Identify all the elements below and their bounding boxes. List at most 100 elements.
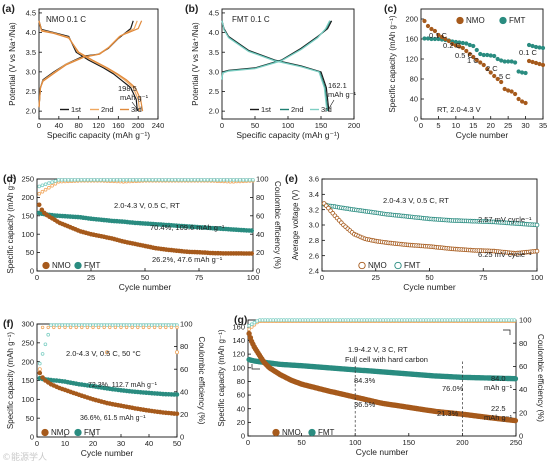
ce-point-fmt [82,323,87,327]
rate-label: 1 C [467,56,479,65]
ce-point-fmt [105,178,109,182]
ce-point-nmo [164,325,168,330]
charge-curve [38,20,143,108]
legend-label: 1st [71,105,82,114]
ce-point-fmt [150,323,154,327]
ce-point-fmt [49,323,53,327]
ce-point-fmt [218,178,223,182]
discharge-curve [221,20,329,112]
right-axis-arrow [503,329,511,335]
ce-point-fmt [134,178,139,182]
data-point-fmt [516,69,521,74]
legend-marker [272,428,280,437]
y-tick-label: 3.0 [209,67,219,76]
condition-note: 2.0-4.3 V, 0.5 C, RT [383,196,449,205]
fmt-slope-annotation: 2.57 mV cycle⁻¹ [478,215,532,224]
panel-label: (g) [234,314,247,326]
x-tick-label: 50 [173,439,181,448]
nmo-retention-annotation: 36.6%, 61.5 mAh g⁻¹ [80,415,146,422]
ce-point-fmt [155,323,160,327]
x-tick-label: 200 [348,121,361,130]
y-tick-label: 2.4 [309,267,319,276]
ce-point-fmt [144,323,149,327]
data-point-nmo [432,28,438,34]
ce-point-nmo [102,325,106,330]
y2-tick-label: 60 [256,211,264,220]
ce-point-fmt [95,178,100,182]
y-tick-label: 20 [237,418,245,427]
y-tick-label: 2.5 [209,87,219,96]
x-tick-label: 5 [436,121,440,130]
data-point-fmt [519,70,525,75]
x-tick-label: 80 [74,121,82,130]
ce-point-fmt [79,178,84,182]
data-point-nmo [39,207,45,213]
ce-point-fmt [186,178,191,182]
ce-point-fmt [241,178,246,182]
ce-point-nmo [105,350,110,355]
ce-point-fmt [238,178,242,182]
y-tick-label: 150 [21,211,34,220]
legend-label: FMT [404,261,421,270]
data-point-fmt [540,45,546,51]
ce-point-nmo [53,182,58,186]
data-point-fmt [537,45,542,50]
y-tick-label: 3.5 [209,48,219,57]
condition-note: 2.0-4.3 V, 0.5 C, RT [114,201,180,210]
rate-label: 0.5 C [455,51,474,60]
y2-tick-label: 60 [180,365,188,374]
ce-point-fmt [209,178,213,182]
data-point-fmt [425,36,431,41]
fmt-retention-100: 84.3% [354,376,376,385]
data-point-fmt [492,53,497,59]
y-tick-label: 3.0 [26,67,36,76]
discharge-curve [221,20,330,112]
x-tick-label: 50 [251,121,259,130]
capacity-annotation: 198.5 [118,84,137,93]
ce-point-fmt [144,178,148,182]
ce-point-fmt [118,178,122,182]
data-point-fmt [502,59,507,64]
ce-point-nmo [74,325,78,330]
data-point-nmo [523,100,528,106]
ce-point-fmt [66,178,71,182]
y2-tick-label: 80 [519,339,527,348]
x-tick-label: 200 [456,438,469,447]
ce-point-nmo [40,325,45,330]
rate-label: 5 C [499,72,511,81]
ce-point-fmt [251,178,255,182]
data-point-fmt [474,47,479,53]
ce-point-fmt [150,178,155,182]
data-point-nmo [436,32,441,38]
ce-point-fmt [86,178,90,182]
ce-point-nmo [174,350,179,355]
data-point-nmo [537,61,542,67]
x-tick-label: 40 [55,121,63,130]
data-point-nmo [502,86,507,92]
ce-point-nmo [136,325,140,330]
legend-label: 3rd [321,105,332,114]
ce-point-fmt [248,178,252,182]
x-tick-label: 0 [37,121,41,130]
watermark: ©能源学人 [2,453,48,463]
data-point-fmt [460,40,465,46]
y2-tick-label: 100 [519,316,532,325]
ce-point-fmt [131,178,135,182]
data-point-fmt [249,228,255,233]
ce-point-fmt [59,178,64,182]
y-tick-label: 100 [232,363,245,372]
x-tick-label: 200 [132,121,145,130]
ce-point-fmt [127,323,132,327]
y2-tick-label: 40 [256,230,264,239]
ce-point-nmo [52,325,56,330]
data-point-fmt [464,41,469,46]
fmt-final-unit: mAh g⁻¹ [484,383,513,392]
y-tick-label: 50 [26,248,34,257]
y-tick-label: 200 [405,15,418,24]
x-tick-label: 10 [452,121,460,130]
ce-point-fmt [160,178,165,182]
data-point-nmo [512,417,519,424]
legend-label: FMT [84,261,101,270]
y-tick-label: 250 [21,175,34,184]
nmo-retention-annotation: 26.2%, 47.6 mAh g⁻¹ [152,255,223,264]
